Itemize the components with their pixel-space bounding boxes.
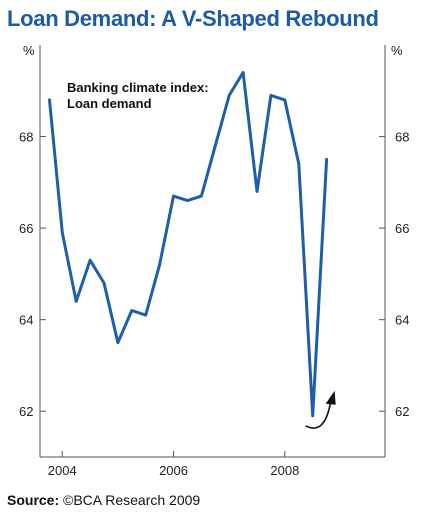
x-axis: 2004 2006 2008 [48,451,299,478]
y-tick-label-right-68: 68 [395,130,409,145]
arrow-head [325,390,336,405]
source-note: Source: ©BCA Research 2009 [7,490,200,510]
series-line-0 [48,71,329,418]
y-unit-left: % [23,43,35,58]
plot-frame [39,45,386,458]
x-tick-label-2008: 2008 [270,463,299,478]
x-tick-label-2006: 2006 [159,463,188,478]
y-tick-label-left-62: 62 [19,404,33,419]
x-tick-label-2004: 2004 [48,463,77,478]
y-unit-right: % [391,43,403,58]
y-tick-label-right-64: 64 [395,313,409,328]
y-axis-right: 62 64 66 68 [379,130,409,419]
rebound-arrow [305,390,336,429]
y-tick-label-right-62: 62 [395,404,409,419]
y-tick-label-right-66: 66 [395,221,409,236]
chart-title: Loan Demand: A V-Shaped Rebound [7,6,379,31]
arrow-curve [305,401,332,429]
source-label: Source: [7,492,60,508]
y-tick-label-left-68: 68 [19,130,33,145]
series-annotation-line-1: Banking climate index: [67,80,209,95]
source-text: ©BCA Research 2009 [63,492,201,508]
y-tick-label-left-64: 64 [19,313,33,328]
series-annotation-line-2: Loan demand [67,96,152,111]
series-layer [48,71,329,418]
y-tick-label-left-66: 66 [19,221,33,236]
y-axis-left: 62 64 66 68 [19,130,46,419]
